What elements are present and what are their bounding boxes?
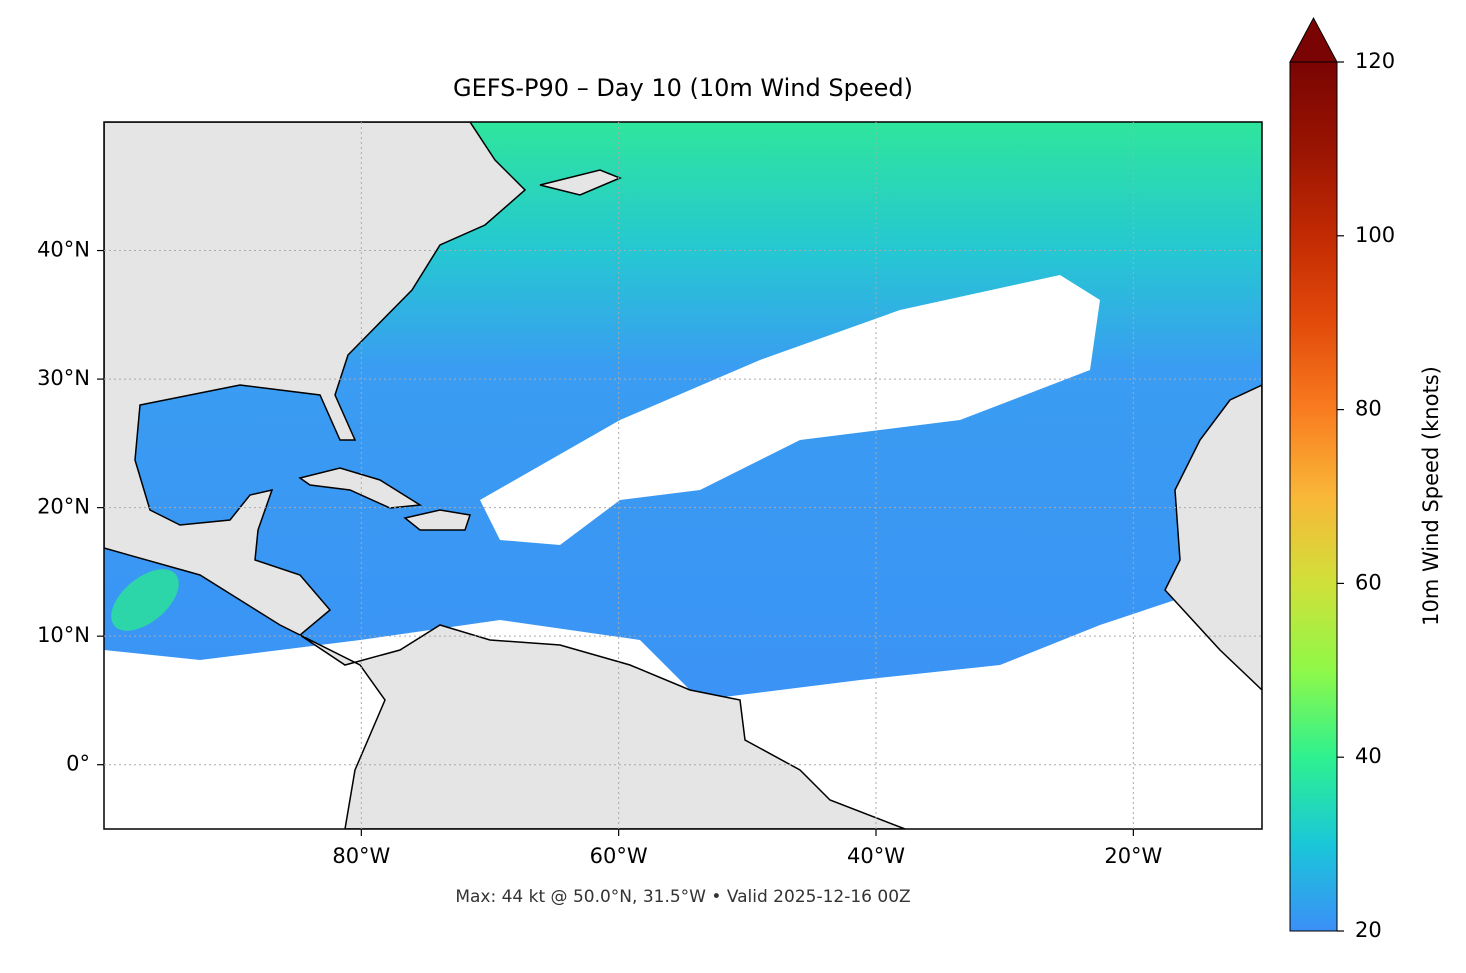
land — [104, 122, 906, 829]
colorbar-tick-label: 20 — [1355, 918, 1382, 942]
map — [104, 122, 1262, 829]
wind-patch — [111, 569, 179, 631]
land — [539, 169, 622, 196]
footer: Max: 44 kt @ 50.0°N, 31.5°W • Valid 2025… — [455, 887, 910, 907]
colorbar — [1289, 61, 1338, 932]
y-tick-label: 20°N — [37, 495, 90, 519]
colorbar-tick-label: 100 — [1355, 223, 1395, 247]
land — [1164, 384, 1262, 692]
colorbar-extend — [1289, 16, 1338, 63]
colorbar-tick-label: 80 — [1355, 397, 1382, 421]
colorbar-tick-label: 60 — [1355, 570, 1382, 594]
plot-frame — [103, 121, 1263, 830]
y-tick-label: 0° — [66, 752, 90, 776]
x-tick-label: 60°W — [590, 844, 648, 868]
colorbar-tick-label: 120 — [1355, 49, 1395, 73]
land — [403, 509, 471, 531]
calm-area — [480, 275, 1100, 545]
y-tick-label: 30°N — [37, 366, 90, 390]
chart-title: GEFS-P90 – Day 10 (10m Wind Speed) — [453, 74, 913, 102]
y-tick-label: 40°N — [37, 238, 90, 262]
colorbar-label: 10m Wind Speed (knots) — [1419, 366, 1443, 626]
x-tick-label: 20°W — [1104, 844, 1162, 868]
x-tick-label: 80°W — [332, 844, 390, 868]
colorbar-tick-label: 40 — [1355, 744, 1382, 768]
x-tick-label: 40°W — [847, 844, 905, 868]
y-tick-label: 10°N — [37, 623, 90, 647]
land — [298, 467, 423, 509]
